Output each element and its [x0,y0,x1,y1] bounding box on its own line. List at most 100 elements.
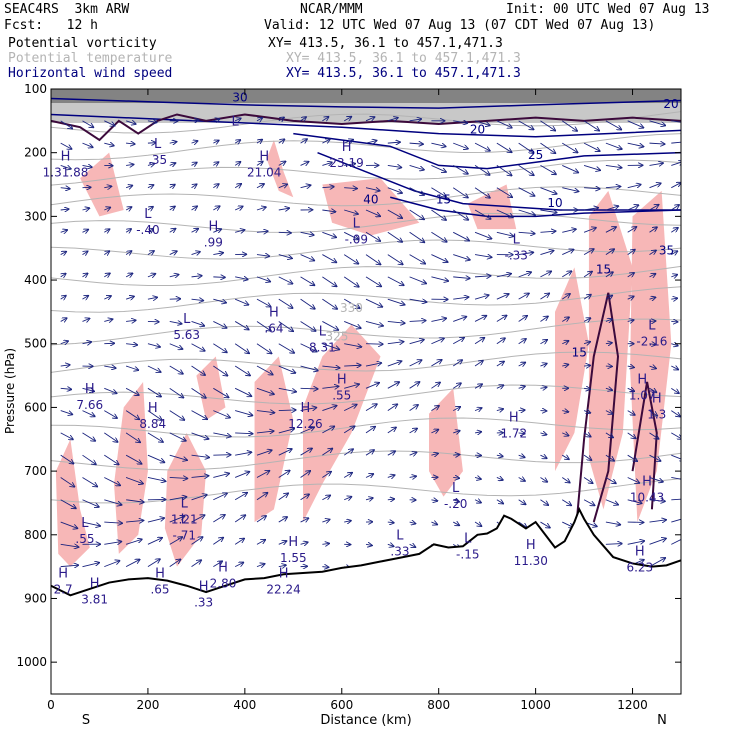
wind-vector [518,386,525,388]
wind-vector [583,228,596,233]
wind-vector [213,432,230,437]
wind-vector [60,274,66,277]
wind-vector [343,276,359,287]
wind-vector [409,231,425,242]
theta-contour [51,478,681,504]
pv-extremum-value: 22.24 [266,583,300,597]
wind-vector [431,142,445,146]
pv-extremum-marker: H [342,140,352,155]
wind-vector [583,411,590,413]
wind-vector [671,539,681,545]
wind-vector [169,365,183,374]
wind-vector [344,497,351,500]
wind-vector [387,342,404,344]
wind-vector [234,321,249,329]
wind-vector [453,500,459,502]
wind-vector [147,518,164,523]
wind-vector [387,209,402,218]
wind-vector [496,142,512,152]
pv-shaded-region [80,152,124,217]
pv-extremum-marker: L [181,513,189,528]
field-xy-theta: XY= 413.5, 36.1 to 457.1,471.3 [286,51,521,66]
pv-extremum-marker: H [526,538,536,553]
wind-vector [256,516,266,523]
pv-extremum-marker: L [396,529,404,544]
wind-vector [584,365,590,366]
wind-vector [234,162,240,166]
wind-vector [583,249,594,255]
wind-vector [387,499,394,500]
x-end-label-right: N [657,713,667,728]
wind-vector [409,187,424,195]
pv-shaded-region [429,388,463,497]
wind-vector [540,499,548,505]
wind-vector [453,254,470,260]
wind-vector [562,455,569,459]
pv-shaded-region [322,178,420,236]
wind-vector [82,388,95,391]
wind-vector [82,230,89,233]
wind-vector [409,321,426,322]
wind-vector [213,162,218,165]
wind-vector [671,432,681,439]
wind-vector [344,384,359,389]
wind-vector [605,432,613,438]
theta-contour [51,450,681,471]
wind-vector [256,321,271,330]
pv-extremum-value: -.20 [444,497,467,511]
wind-contour-label: 15 [436,193,451,207]
pv-extremum-marker: H [635,544,645,559]
wind-vector [474,522,481,526]
pv-extremum-value: -.15 [456,548,479,562]
field-label-wind: Horizontal wind speed [8,66,173,81]
y-tick-label: 400 [24,273,47,287]
wind-vector [474,361,483,367]
wind-vector [627,366,634,367]
wind-vector [191,162,197,165]
wind-vector [649,143,665,144]
pv-extremum-marker: H [301,401,311,416]
wind-vector [627,388,635,391]
wind-vector [540,521,549,528]
wind-vector [496,165,512,175]
wind-vector [191,365,206,375]
wind-vector [453,231,469,240]
pv-extremum-marker: H [269,306,279,321]
wind-vector [431,360,441,367]
pv-extremum-value: .55 [332,389,351,403]
wind-vector [387,522,394,523]
wind-vector [234,118,241,120]
pv-extremum-value: 6.23 [626,560,653,574]
wind-contour-label: 20 [470,123,485,137]
wind-vector [649,558,666,568]
wind-vector [322,449,332,456]
wind-vector [387,231,402,242]
wind-vector [278,321,293,331]
wind-vector [431,522,437,524]
wind-vector [322,343,339,350]
wind-vector [256,450,272,456]
wind-vector [431,187,445,197]
wind-contour [317,151,681,211]
wind-vector [343,117,351,121]
wind-vector [82,477,98,486]
wind-vector [671,275,677,277]
pv-extremum-value: 1.3 [647,408,666,422]
wind-vector [540,433,546,435]
wind-vector [387,544,394,546]
wind-vector [300,298,315,309]
wind-vector [104,296,111,299]
wind-vector [474,338,484,345]
wind-vector [409,164,424,169]
pv-shaded-region [555,267,589,472]
wind-vector [234,206,242,210]
wind-vector [649,432,659,439]
wind-vector [365,117,374,121]
wind-vector [649,520,666,522]
wind-vector [213,515,224,523]
init-time: Init: 00 UTC Wed 07 Aug 13 [506,2,710,17]
wind-vector [169,432,186,441]
wind-vector [583,433,591,437]
pv-extremum-value: .99 [204,236,223,250]
wind-vector [344,521,351,522]
